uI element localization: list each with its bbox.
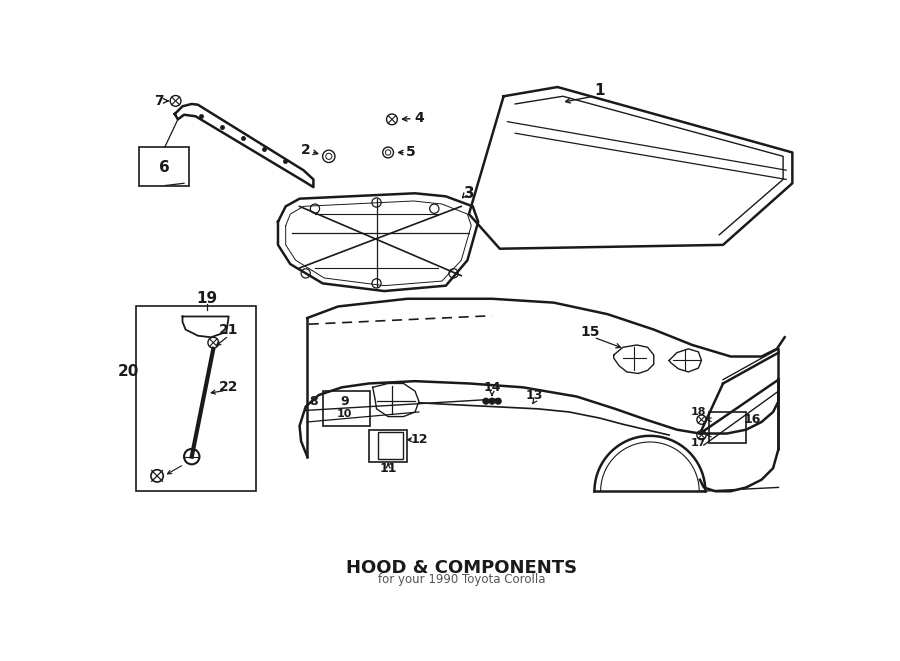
Text: 22: 22 [219,380,238,395]
Text: 18: 18 [690,407,707,417]
Text: 2: 2 [301,143,310,157]
Text: 19: 19 [196,292,218,306]
Circle shape [495,398,501,405]
Text: 4: 4 [414,111,424,125]
Text: 7: 7 [155,94,164,108]
Text: 12: 12 [410,433,428,446]
Text: 14: 14 [483,381,500,394]
Text: 11: 11 [380,461,397,475]
Text: 21: 21 [219,323,238,336]
Text: 5: 5 [406,145,416,159]
Text: 17: 17 [690,438,707,447]
Text: 1: 1 [595,83,605,98]
Text: HOOD & COMPONENTS: HOOD & COMPONENTS [346,559,577,577]
Text: for your 1990 Toyota Corolla: for your 1990 Toyota Corolla [377,573,545,586]
Circle shape [489,398,495,405]
Text: 3: 3 [464,186,474,201]
Text: 13: 13 [526,389,543,401]
Circle shape [482,398,489,405]
Text: 6: 6 [158,159,169,175]
Text: 8: 8 [309,395,318,408]
Text: 16: 16 [743,413,761,426]
Text: 10: 10 [337,409,352,419]
Text: 9: 9 [340,395,348,408]
Text: 20: 20 [118,364,140,379]
Text: 15: 15 [580,325,600,339]
